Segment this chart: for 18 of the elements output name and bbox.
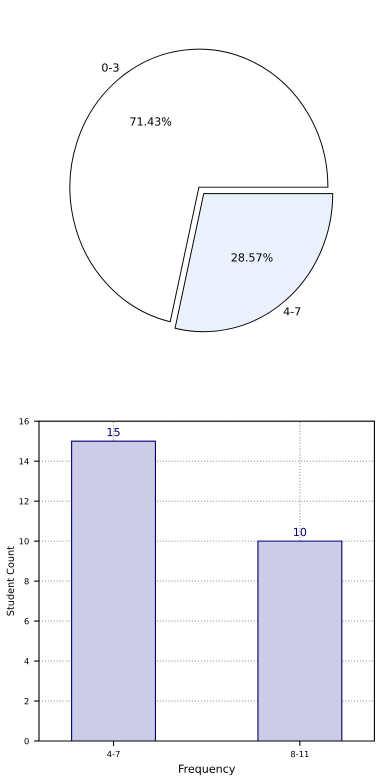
y-tick-label: 12	[20, 498, 28, 504]
data-label: 71.43%	[130, 117, 172, 126]
slice-label: 0-3	[102, 63, 119, 72]
x-tick-label: 8-11	[290, 750, 309, 758]
data-label: 15	[108, 428, 120, 436]
y-tick-label: 0	[24, 738, 29, 744]
y-axis-title: Student Count	[6, 546, 14, 616]
data-label: 28.57%	[232, 253, 273, 262]
y-tick-label: 16	[20, 418, 29, 424]
y-tick-label: 6	[24, 618, 29, 624]
data-label: 10	[294, 528, 306, 536]
y-tick-label: 10	[20, 538, 29, 544]
slice-label: 4-7	[284, 307, 300, 316]
y-tick-label: 14	[20, 458, 29, 464]
x-axis-title: Frequency	[179, 764, 236, 776]
y-tick-label: 2	[24, 698, 28, 704]
y-tick-label: 8	[24, 578, 29, 584]
y-tick-label: 4	[24, 658, 29, 664]
